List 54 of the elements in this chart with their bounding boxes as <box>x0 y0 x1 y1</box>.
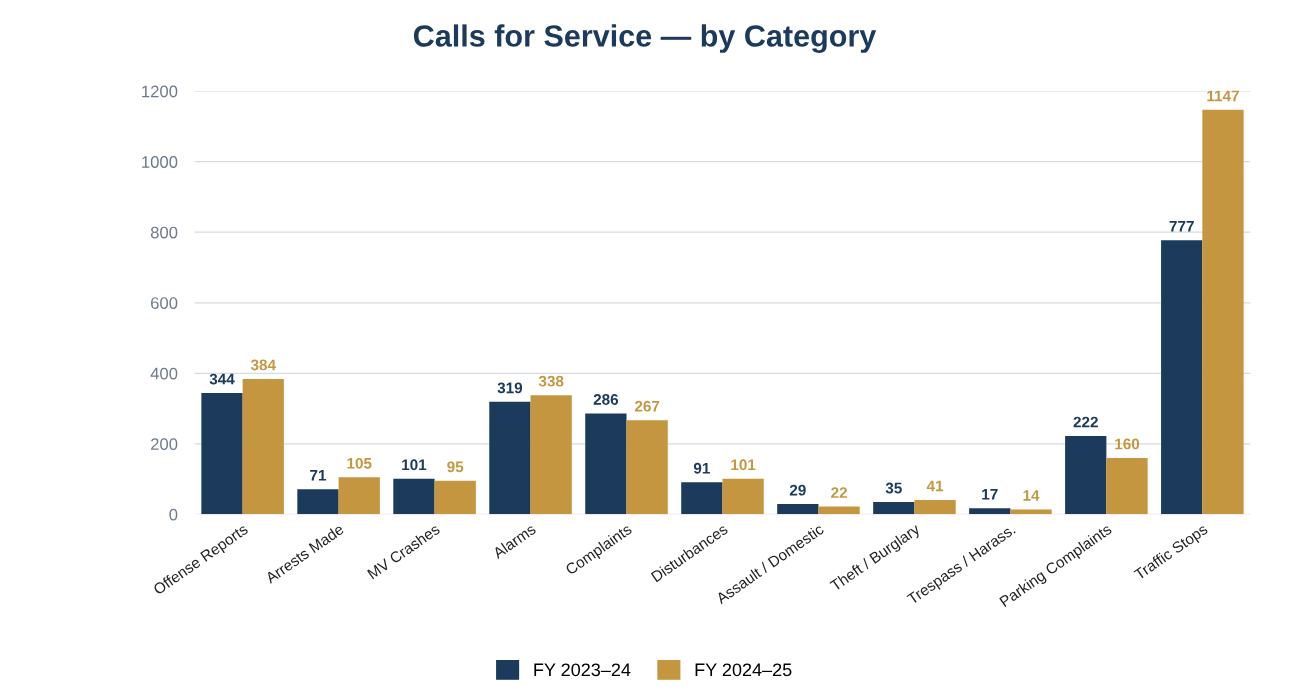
data-label: 105 <box>347 457 372 469</box>
bar <box>1065 436 1107 515</box>
data-label: 338 <box>538 375 564 387</box>
bar <box>530 395 572 515</box>
y-tick-label: 0 <box>169 508 178 521</box>
bar <box>338 477 380 515</box>
data-label: 222 <box>1073 416 1098 428</box>
bar <box>681 482 723 515</box>
bar <box>722 478 764 515</box>
data-label: 35 <box>885 482 902 494</box>
y-tick-label: 800 <box>150 226 178 239</box>
bar <box>914 499 956 515</box>
data-label: 14 <box>1023 490 1040 501</box>
data-label: 95 <box>447 461 464 473</box>
bar <box>201 393 243 515</box>
data-label: 29 <box>789 484 806 496</box>
data-label: 71 <box>310 470 327 481</box>
data-label: 91 <box>693 462 710 474</box>
bar <box>777 504 819 515</box>
data-label: 384 <box>250 359 276 371</box>
chart-title: Calls for Service — by Category <box>413 24 877 53</box>
bar <box>297 489 339 515</box>
bar <box>1161 240 1203 515</box>
data-label: 344 <box>209 373 235 385</box>
data-label: 160 <box>1115 438 1140 450</box>
legend-label: FY 2024–25 <box>695 663 792 677</box>
legend-label: FY 2023–24 <box>534 663 631 677</box>
data-label: 777 <box>1169 221 1194 232</box>
y-tick-label: 400 <box>150 367 178 380</box>
bar <box>873 502 915 515</box>
bar <box>434 480 476 515</box>
data-label: 17 <box>982 489 998 500</box>
data-label: 319 <box>497 382 523 394</box>
bar <box>489 401 531 515</box>
y-tick-label: 1000 <box>142 156 178 168</box>
data-label: 101 <box>731 459 756 471</box>
data-label: 101 <box>402 459 427 471</box>
data-label: 41 <box>926 480 944 492</box>
bar <box>818 506 860 515</box>
data-label: 22 <box>831 487 847 498</box>
bar <box>1010 509 1052 515</box>
bar <box>585 413 627 515</box>
bar <box>1106 457 1148 515</box>
bar <box>242 378 284 515</box>
bar <box>626 420 668 515</box>
data-label: 1147 <box>1207 90 1239 102</box>
y-tick-label: 1200 <box>142 85 178 98</box>
data-label: 267 <box>634 400 660 412</box>
data-label: 286 <box>593 394 619 405</box>
bar <box>393 478 435 515</box>
bar <box>1202 109 1244 515</box>
bar <box>969 508 1011 515</box>
y-tick-label: 200 <box>151 438 178 451</box>
y-tick-label: 600 <box>151 297 178 309</box>
